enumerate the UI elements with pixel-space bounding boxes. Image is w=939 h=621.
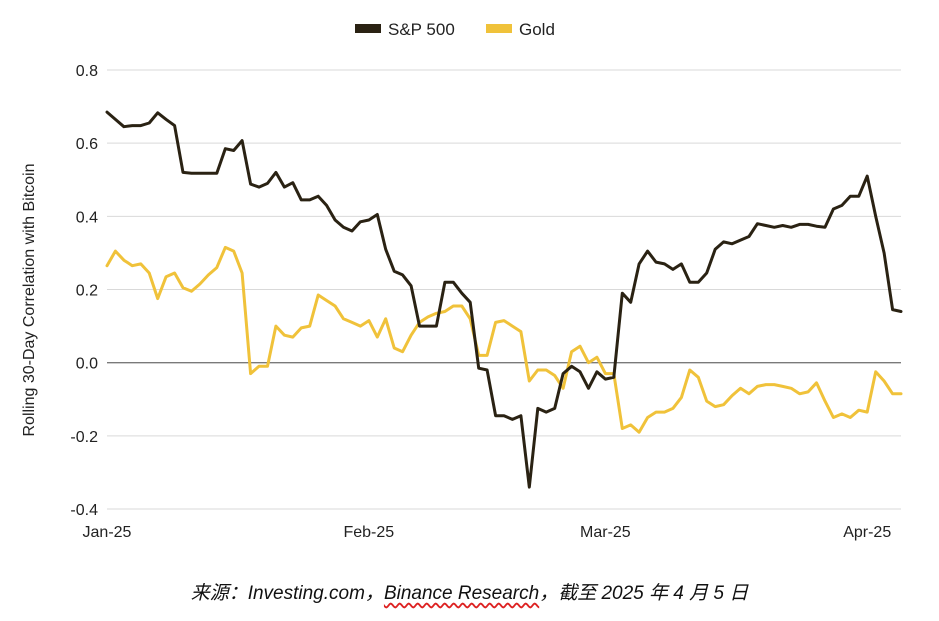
y-axis: 0.8 0.6 0.4 0.2 0.0 -0.2 -0.4 xyxy=(70,63,98,519)
legend-label-gold: Gold xyxy=(519,20,555,39)
series-line-sp500 xyxy=(105,110,903,489)
legend-swatch-sp500 xyxy=(355,24,381,33)
source-suffix: ，截至 2025 年 4 月 5 日 xyxy=(539,583,749,604)
source-note: 来源：Investing.com，Binance Research，截至 202… xyxy=(0,578,939,605)
x-tick-label: Apr-25 xyxy=(843,524,891,541)
series-line-gold xyxy=(105,245,903,434)
y-tick-label: 0.2 xyxy=(76,283,98,300)
x-tick-label: Jan-25 xyxy=(83,524,132,541)
series-lines xyxy=(105,110,903,489)
legend: S&P 500 Gold xyxy=(355,20,555,39)
y-tick-label: 0.0 xyxy=(76,356,98,373)
y-tick-label: -0.4 xyxy=(70,502,98,519)
grid xyxy=(107,69,901,510)
y-tick-label: 0.8 xyxy=(76,63,98,80)
legend-swatch-gold xyxy=(486,24,512,33)
x-tick-label: Mar-25 xyxy=(580,524,631,541)
y-axis-label: Rolling 30-Day Correlation with Bitcoin xyxy=(21,163,38,436)
legend-label-sp500: S&P 500 xyxy=(388,20,455,39)
y-tick-label: -0.2 xyxy=(70,429,98,446)
x-tick-label: Feb-25 xyxy=(343,524,394,541)
y-tick-label: 0.6 xyxy=(76,136,98,153)
source-underlined: Binance Research xyxy=(383,583,540,604)
x-axis: Jan-25 Feb-25 Mar-25 Apr-25 xyxy=(83,524,892,541)
source-prefix: 来源：Investing.com， xyxy=(190,583,384,604)
y-tick-label: 0.4 xyxy=(76,209,98,226)
